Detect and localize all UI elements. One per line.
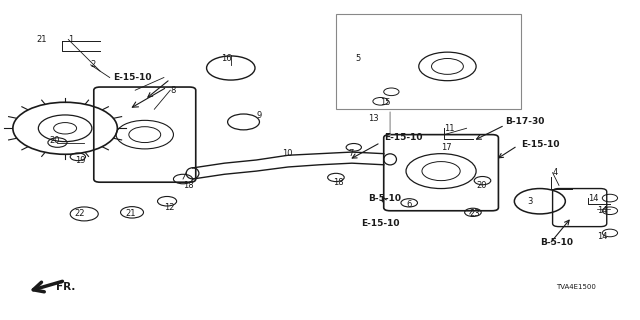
Text: 20: 20 (476, 181, 486, 190)
Text: FR.: FR. (56, 282, 75, 292)
Text: 16: 16 (221, 54, 232, 63)
Text: E-15-10: E-15-10 (113, 73, 152, 82)
Text: 14: 14 (597, 206, 608, 215)
Text: 10: 10 (282, 149, 292, 158)
Text: 14: 14 (588, 194, 598, 203)
Text: 12: 12 (164, 203, 174, 212)
Text: E-15-10: E-15-10 (384, 133, 422, 142)
Text: 5: 5 (355, 54, 360, 63)
Text: B-17-30: B-17-30 (505, 117, 544, 126)
Text: 20: 20 (49, 136, 60, 146)
Text: 8: 8 (170, 86, 175, 95)
Text: 18: 18 (183, 181, 194, 190)
Text: 9: 9 (256, 111, 262, 120)
Text: 19: 19 (75, 156, 85, 164)
Text: 17: 17 (441, 143, 452, 152)
Text: 23: 23 (470, 209, 481, 219)
Text: 21: 21 (36, 35, 47, 44)
Text: 22: 22 (75, 209, 85, 219)
Text: 14: 14 (597, 232, 608, 241)
Text: B-5-10: B-5-10 (540, 238, 573, 247)
Text: B-5-10: B-5-10 (368, 194, 401, 203)
Text: 21: 21 (125, 209, 136, 219)
Text: 4: 4 (552, 168, 558, 177)
Text: E-15-10: E-15-10 (521, 140, 559, 148)
Text: 11: 11 (444, 124, 455, 133)
Text: 2: 2 (91, 60, 96, 69)
Text: 6: 6 (406, 200, 412, 209)
Text: 1: 1 (68, 35, 74, 44)
Bar (336, 14, 521, 109)
Text: 7: 7 (349, 149, 354, 158)
Text: 13: 13 (368, 114, 378, 123)
Text: E-15-10: E-15-10 (362, 219, 400, 228)
Text: 18: 18 (333, 178, 344, 187)
Text: TVA4E1500: TVA4E1500 (556, 284, 596, 290)
Text: 3: 3 (527, 197, 532, 206)
Text: 15: 15 (381, 99, 391, 108)
